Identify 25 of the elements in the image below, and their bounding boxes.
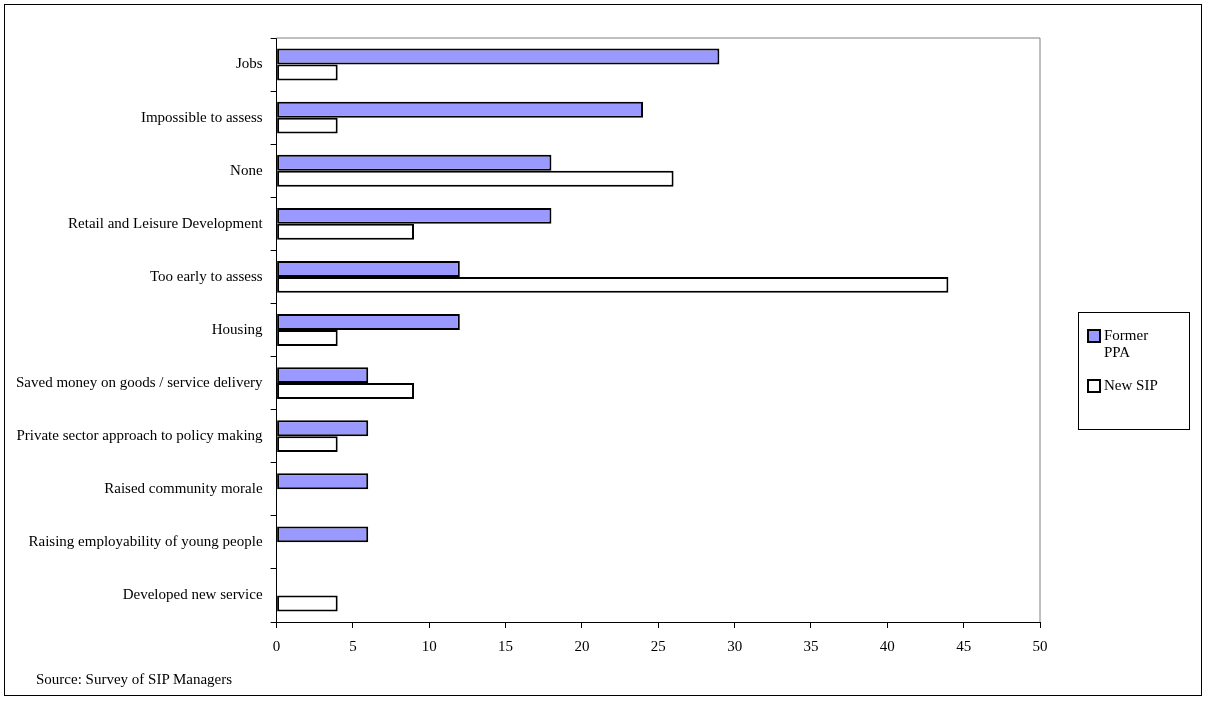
x-tick-label: 45 (956, 637, 972, 654)
y-tick-label: Private sector approach to policy making (16, 427, 264, 444)
y-tick-label: Raised community morale (104, 480, 263, 497)
legend-label: Former PPA (1104, 327, 1150, 361)
x-tick-label: 35 (803, 637, 819, 654)
source-note: Source: Survey of SIP Managers (36, 671, 233, 688)
text: New SIP (1104, 377, 1159, 394)
x-tick-label: 30 (727, 637, 743, 654)
y-tick-label: Saved money on goods / service delivery (16, 374, 264, 391)
y-tick-label: Jobs (235, 55, 263, 72)
x-tick-label: 0 (272, 637, 281, 654)
y-tick-label: Developed new service (122, 586, 263, 603)
y-tick-label: Impossible to assess (140, 108, 263, 125)
x-tick-label: 50 (1032, 637, 1048, 654)
y-tick-label: Housing (211, 320, 264, 337)
x-tick-label: 25 (650, 637, 666, 654)
y-tick-label: None (230, 161, 263, 178)
x-tick-label: 40 (879, 637, 895, 654)
x-tick-label: 20 (574, 637, 590, 654)
y-tick-label: Raising employability of young people (28, 533, 263, 550)
y-tick-label: Too early to assess (149, 267, 263, 284)
x-tick-label: 10 (421, 637, 437, 654)
x-tick-label: 15 (498, 637, 514, 654)
y-tick-label: Retail and Leisure Development (68, 214, 264, 231)
x-tick-label: 5 (349, 637, 357, 654)
